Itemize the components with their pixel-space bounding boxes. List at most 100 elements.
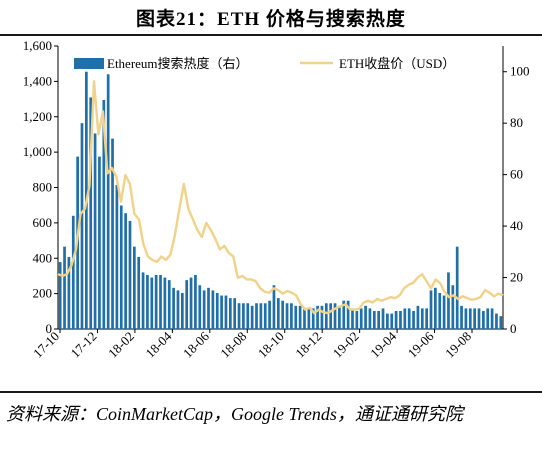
bar xyxy=(425,308,428,329)
bar xyxy=(333,303,337,329)
bar xyxy=(473,308,476,329)
figure-title: 图表21：ETH 价格与搜索热度 xyxy=(136,9,406,30)
bar xyxy=(285,303,289,329)
bar xyxy=(272,285,276,329)
right-tick-label: 60 xyxy=(510,167,523,182)
bar xyxy=(58,262,62,329)
x-tick-label: 18-02 xyxy=(105,329,137,361)
legend: Ethereum搜索热度（右） ETH收盘价（USD） xyxy=(74,56,455,71)
left-tick-label: 0 xyxy=(46,321,53,336)
bar xyxy=(281,300,285,329)
bar xyxy=(420,308,424,329)
bar xyxy=(364,305,367,329)
bar xyxy=(412,310,415,329)
bar xyxy=(133,246,136,329)
bar xyxy=(486,308,490,329)
bar xyxy=(386,313,389,329)
bar xyxy=(290,303,293,329)
left-tick-label: 800 xyxy=(33,180,53,195)
bar xyxy=(215,292,219,329)
bar xyxy=(220,295,223,329)
right-tick-label: 80 xyxy=(510,115,523,130)
right-axis-ticks: 0 20 40 60 80 100 xyxy=(503,64,530,336)
bar xyxy=(390,313,394,329)
bar xyxy=(316,305,319,329)
bar xyxy=(106,74,110,329)
bar xyxy=(202,290,206,329)
bar xyxy=(359,308,363,329)
left-tick-label: 1,200 xyxy=(23,109,52,124)
bar xyxy=(464,308,468,329)
bar xyxy=(399,310,402,329)
x-tick-label: 18-12 xyxy=(292,329,324,361)
bar xyxy=(93,133,97,329)
bar xyxy=(207,287,210,329)
bar xyxy=(490,308,494,329)
x-axis-ticks: 17-10 17-12 18-02 18-04 18-06 18-08 18-10 18-12… xyxy=(30,328,474,360)
bar xyxy=(250,305,254,329)
bar xyxy=(434,287,437,329)
bar xyxy=(228,298,232,329)
bar xyxy=(338,305,341,329)
bar xyxy=(377,310,381,329)
x-tick-label: 17-10 xyxy=(30,329,62,361)
bar xyxy=(451,285,455,329)
x-tick-label: 19-08 xyxy=(442,329,474,361)
bar xyxy=(416,305,420,329)
bar xyxy=(211,290,215,329)
x-tick-label: 17-12 xyxy=(68,329,100,361)
bar xyxy=(167,280,171,329)
bar xyxy=(246,303,250,329)
bar xyxy=(346,300,350,329)
bar xyxy=(124,213,127,329)
legend-bar-label: Ethereum搜索热度（右） xyxy=(107,56,249,71)
chart: 0 200 400 600 800 1,000 1,200 1,400 1,600 0 20 40 6… xyxy=(23,38,530,361)
bar xyxy=(438,292,442,329)
bar xyxy=(176,290,180,329)
bar xyxy=(102,100,106,329)
bar xyxy=(455,246,459,329)
bar xyxy=(477,308,481,329)
bar xyxy=(198,285,202,329)
bar xyxy=(63,246,66,329)
bar xyxy=(394,310,398,329)
left-tick-label: 400 xyxy=(33,250,53,265)
bar xyxy=(468,308,472,329)
bar xyxy=(403,308,407,329)
bar xyxy=(163,277,167,329)
bar xyxy=(194,274,197,329)
x-tick-label: 19-02 xyxy=(330,329,362,361)
bar xyxy=(259,303,263,329)
right-tick-label: 0 xyxy=(510,321,517,336)
bar xyxy=(154,274,158,329)
bar xyxy=(460,305,463,329)
left-tick-label: 1,400 xyxy=(23,73,52,88)
bar xyxy=(342,300,346,329)
bar xyxy=(67,256,71,329)
bar xyxy=(368,308,372,329)
bar xyxy=(329,303,333,329)
right-tick-label: 20 xyxy=(510,270,523,285)
bar xyxy=(381,308,385,329)
left-tick-label: 1,000 xyxy=(23,144,52,159)
bar xyxy=(71,215,75,329)
bar xyxy=(172,287,175,329)
x-tick-label: 19-04 xyxy=(367,328,399,360)
bar xyxy=(311,308,315,329)
bar xyxy=(141,272,145,329)
bar xyxy=(80,123,84,330)
bar xyxy=(499,316,503,329)
source-note: 资料来源：CoinMarketCap，Google Trends，通证通研究院 xyxy=(6,404,463,424)
bar xyxy=(303,308,306,329)
bar xyxy=(98,156,101,329)
bar xyxy=(355,310,359,329)
top-rule xyxy=(0,34,542,36)
bar xyxy=(180,292,184,329)
bar xyxy=(263,303,267,329)
x-tick-label: 18-06 xyxy=(180,328,212,360)
bar xyxy=(320,305,324,329)
right-tick-label: 40 xyxy=(510,218,523,233)
bar xyxy=(115,184,119,329)
x-tick-label: 18-10 xyxy=(255,329,287,361)
bar xyxy=(89,97,93,329)
